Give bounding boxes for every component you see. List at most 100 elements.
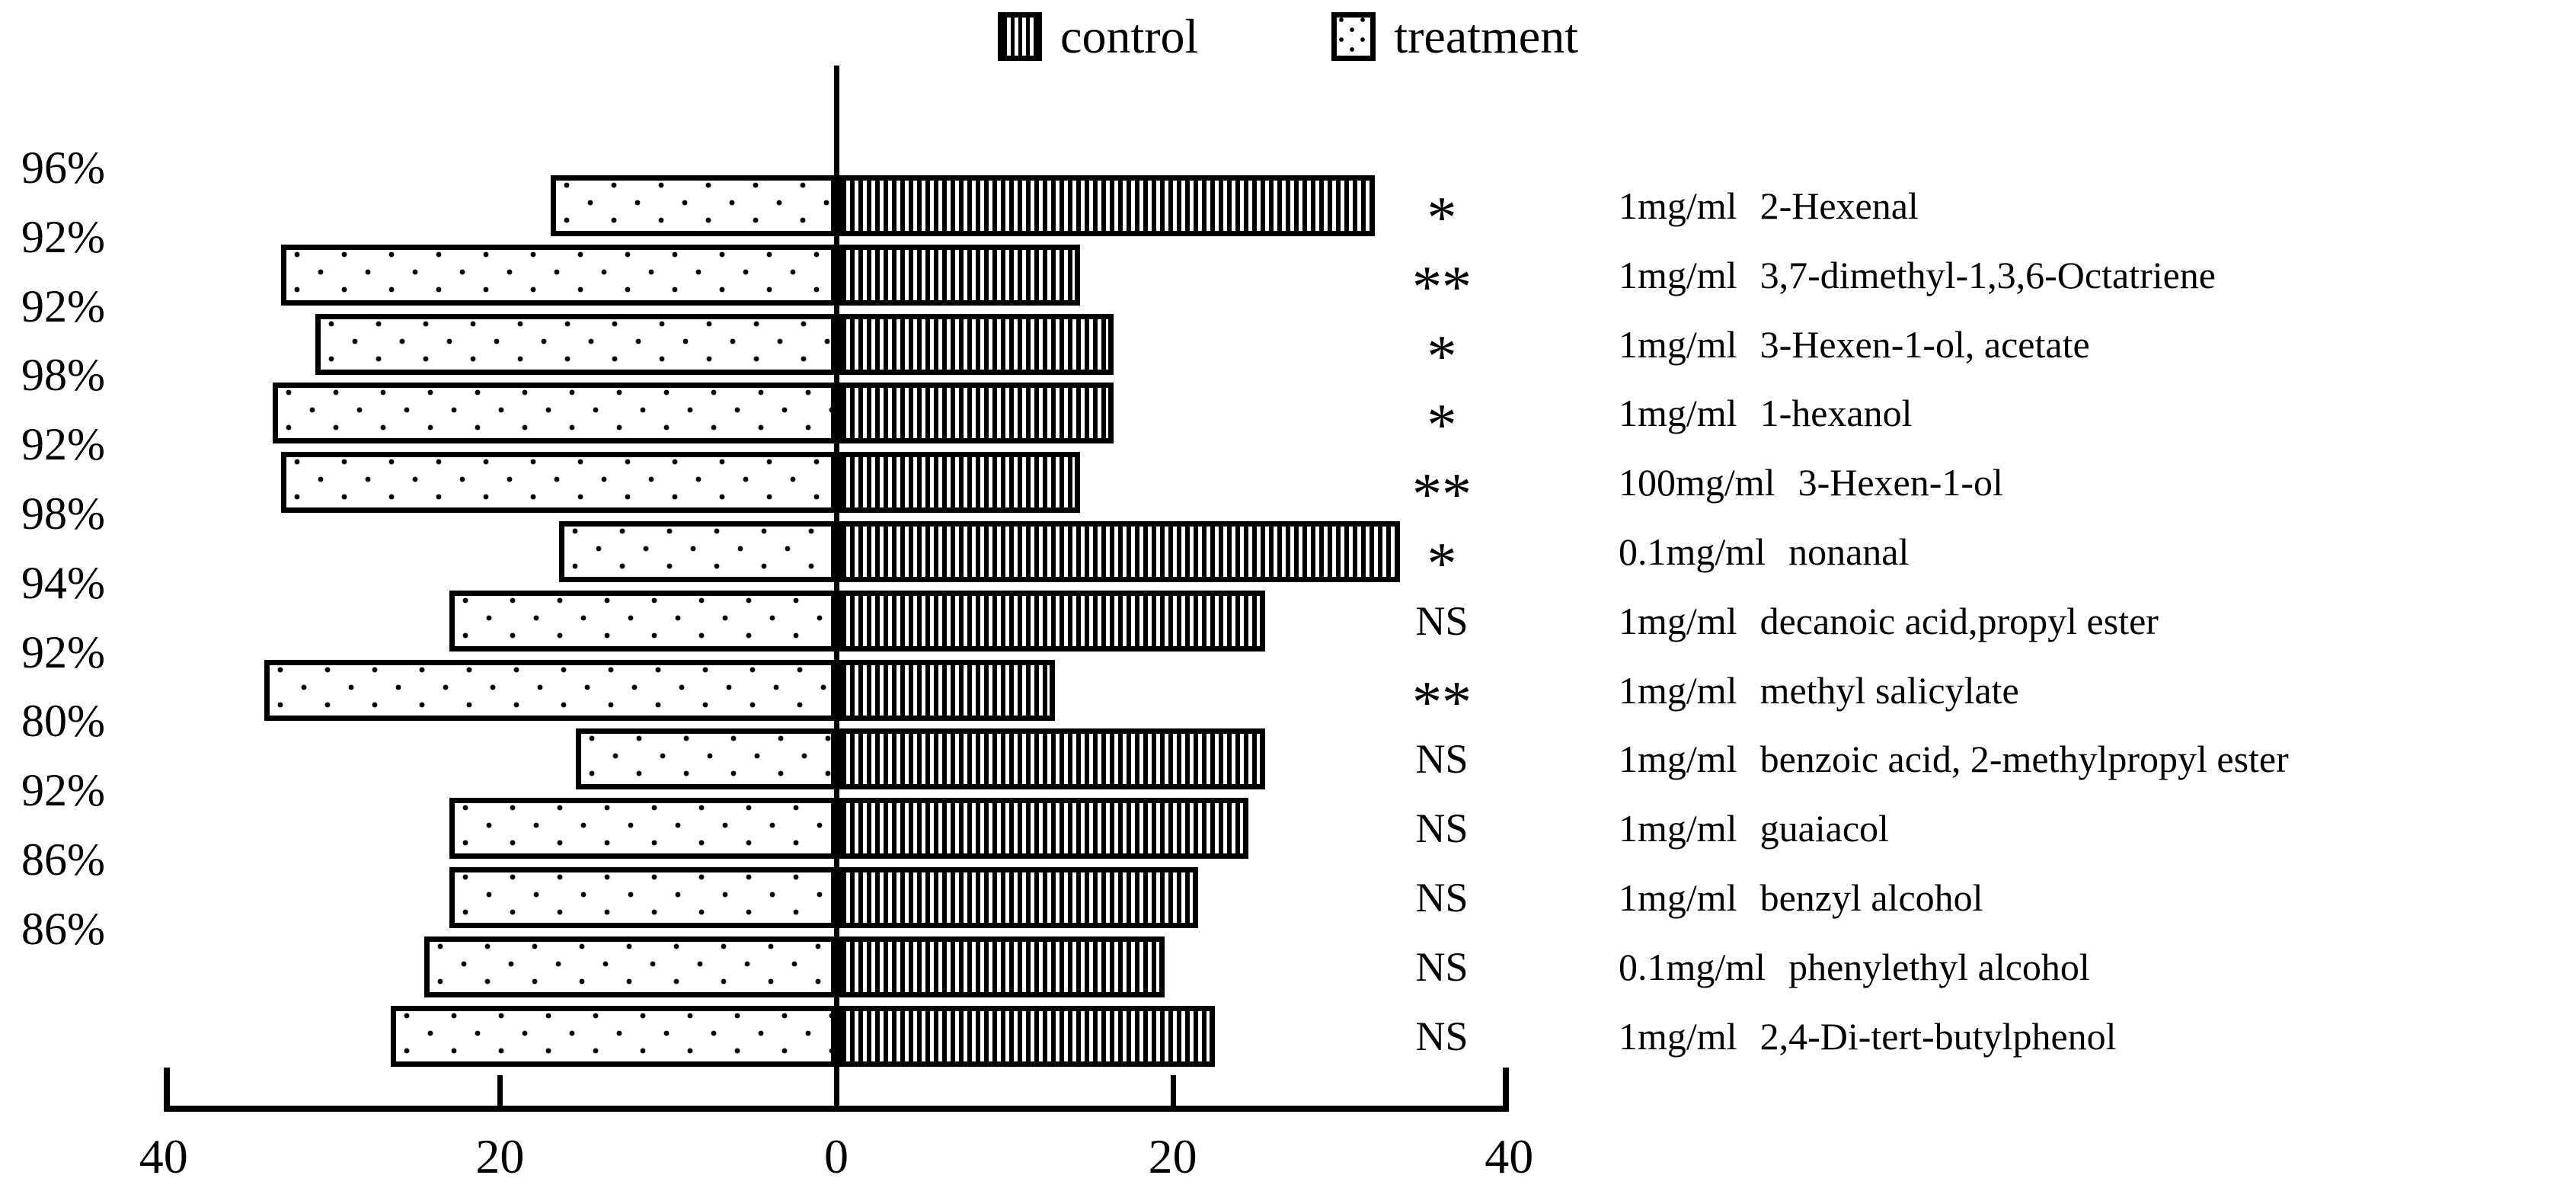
compound-label: 0.1mg/ml phenylethyl alcohol [1619, 948, 2090, 986]
axis-end-cap-left [163, 1068, 170, 1112]
axis-tick-label: 20 [1148, 1129, 1197, 1183]
axis-tick-label: 40 [1485, 1129, 1534, 1183]
control-bar [836, 798, 1248, 860]
compound-label: 100mg/ml 3-Hexen-1-ol [1619, 463, 2003, 501]
compound-label: 0.1mg/ml nonanal [1619, 533, 1909, 571]
significance-label: * [1427, 391, 1457, 458]
legend-item-treatment: treatment [1331, 12, 1578, 61]
legend-label-treatment: treatment [1394, 9, 1578, 63]
significance-label: NS [1415, 1013, 1469, 1059]
control-bar [836, 383, 1114, 444]
axis-tick [497, 1075, 503, 1112]
significance-label: NS [1415, 597, 1469, 644]
significance-label: ** [1412, 668, 1472, 735]
compound-label: 1mg/ml 2-Hexenal [1619, 187, 1919, 225]
compound-name: benzyl alcohol [1759, 876, 1983, 919]
compound-name: 1-hexanol [1759, 392, 1913, 435]
axis-tick-label: 40 [139, 1129, 188, 1183]
compound-label: 1mg/ml decanoic acid,propyl ester [1619, 602, 2159, 640]
significance-label: * [1427, 530, 1457, 597]
compound-name: decanoic acid,propyl ester [1759, 599, 2159, 642]
row-percent-label: 86% [21, 834, 105, 885]
dose-label: 1mg/ml [1619, 1014, 1737, 1058]
dose-label: 1mg/ml [1619, 738, 1737, 781]
compound-name: methyl salicylate [1759, 668, 2019, 712]
treatment-bar [390, 1005, 836, 1067]
treatment-bar [264, 659, 836, 721]
significance-label: NS [1415, 943, 1469, 990]
row-percent-label: 92% [21, 765, 105, 816]
dose-label: 1mg/ml [1619, 599, 1737, 642]
compound-name: 3-Hexen-1-ol, acetate [1759, 322, 2090, 366]
treatment-bar [424, 936, 836, 997]
row-percent-label: 92% [21, 419, 105, 470]
control-bar [836, 1005, 1215, 1067]
treatment-bar [281, 244, 836, 306]
treatment-bar [273, 383, 836, 444]
compound-label: 1mg/ml methyl salicylate [1619, 671, 2019, 709]
control-bar [836, 867, 1198, 928]
axis-tick-label: 0 [824, 1129, 849, 1183]
legend-label-control: control [1060, 9, 1199, 63]
row-percent-label: 94% [21, 557, 105, 608]
compound-name: 2-Hexenal [1759, 184, 1919, 227]
row-percent-label: 86% [21, 903, 105, 954]
treatment-bar [315, 313, 836, 375]
axis-tick-label: 20 [475, 1129, 525, 1183]
dose-label: 1mg/ml [1619, 392, 1737, 435]
compound-name: 3,7-dimethyl-1,3,6-Octatriene [1759, 253, 2216, 296]
dose-label: 1mg/ml [1619, 253, 1737, 296]
compound-name: nonanal [1788, 530, 1910, 573]
significance-label: ** [1412, 460, 1472, 527]
treatment-bar [575, 728, 836, 790]
treatment-bar [281, 452, 836, 514]
compound-label: 1mg/ml 3-Hexen-1-ol, acetate [1619, 325, 2090, 363]
dose-label: 1mg/ml [1619, 876, 1737, 919]
dose-label: 0.1mg/ml [1619, 530, 1766, 573]
significance-label: ** [1412, 253, 1472, 320]
axis-end-cap-right [1503, 1068, 1510, 1112]
control-pattern-swatch-icon [998, 12, 1043, 61]
control-bar [836, 590, 1266, 652]
control-bar [836, 936, 1165, 997]
dose-label: 0.1mg/ml [1619, 945, 1766, 988]
significance-label: * [1427, 322, 1457, 389]
row-percent-label: 92% [21, 211, 105, 262]
significance-label: * [1427, 184, 1457, 251]
treatment-bar [449, 590, 836, 652]
compound-label: 1mg/ml 2,4-Di-tert-butylphenol [1619, 1017, 2117, 1055]
row-percent-label: 96% [21, 142, 105, 193]
compound-name: guaiacol [1759, 807, 1889, 850]
control-bar [836, 244, 1081, 306]
control-bar [836, 659, 1056, 721]
compound-label: 1mg/ml benzyl alcohol [1619, 879, 1983, 917]
chart-legend: control treatment [0, 12, 2576, 61]
row-percent-label: 98% [21, 488, 105, 539]
control-bar [836, 175, 1375, 236]
compound-label: 1mg/ml 1-hexanol [1619, 394, 1913, 432]
x-axis-line [163, 1106, 1510, 1112]
dose-label: 100mg/ml [1619, 461, 1775, 504]
control-bar [836, 521, 1400, 582]
dose-label: 1mg/ml [1619, 668, 1737, 712]
row-percent-label: 98% [21, 350, 105, 401]
treatment-bar [558, 521, 836, 582]
legend-item-control: control [998, 12, 1198, 61]
dose-label: 1mg/ml [1619, 322, 1737, 366]
compound-label: 1mg/ml 3,7-dimethyl-1,3,6-Octatriene [1619, 256, 2216, 294]
treatment-bar [550, 175, 836, 236]
row-percent-label: 92% [21, 626, 105, 677]
compound-label: 1mg/ml guaiacol [1619, 809, 1889, 847]
row-percent-label: 80% [21, 696, 105, 747]
control-bar [836, 313, 1114, 375]
treatment-bar [449, 867, 836, 928]
row-percent-label: 92% [21, 280, 105, 331]
significance-label: NS [1415, 875, 1469, 920]
control-bar [836, 728, 1266, 790]
dose-label: 1mg/ml [1619, 807, 1737, 850]
axis-tick [1170, 1075, 1176, 1112]
compound-name: 3-Hexen-1-ol [1798, 461, 2003, 504]
compound-label: 1mg/ml benzoic acid, 2-methylpropyl ester [1619, 740, 2289, 778]
compound-name: 2,4-Di-tert-butylphenol [1759, 1014, 2117, 1058]
